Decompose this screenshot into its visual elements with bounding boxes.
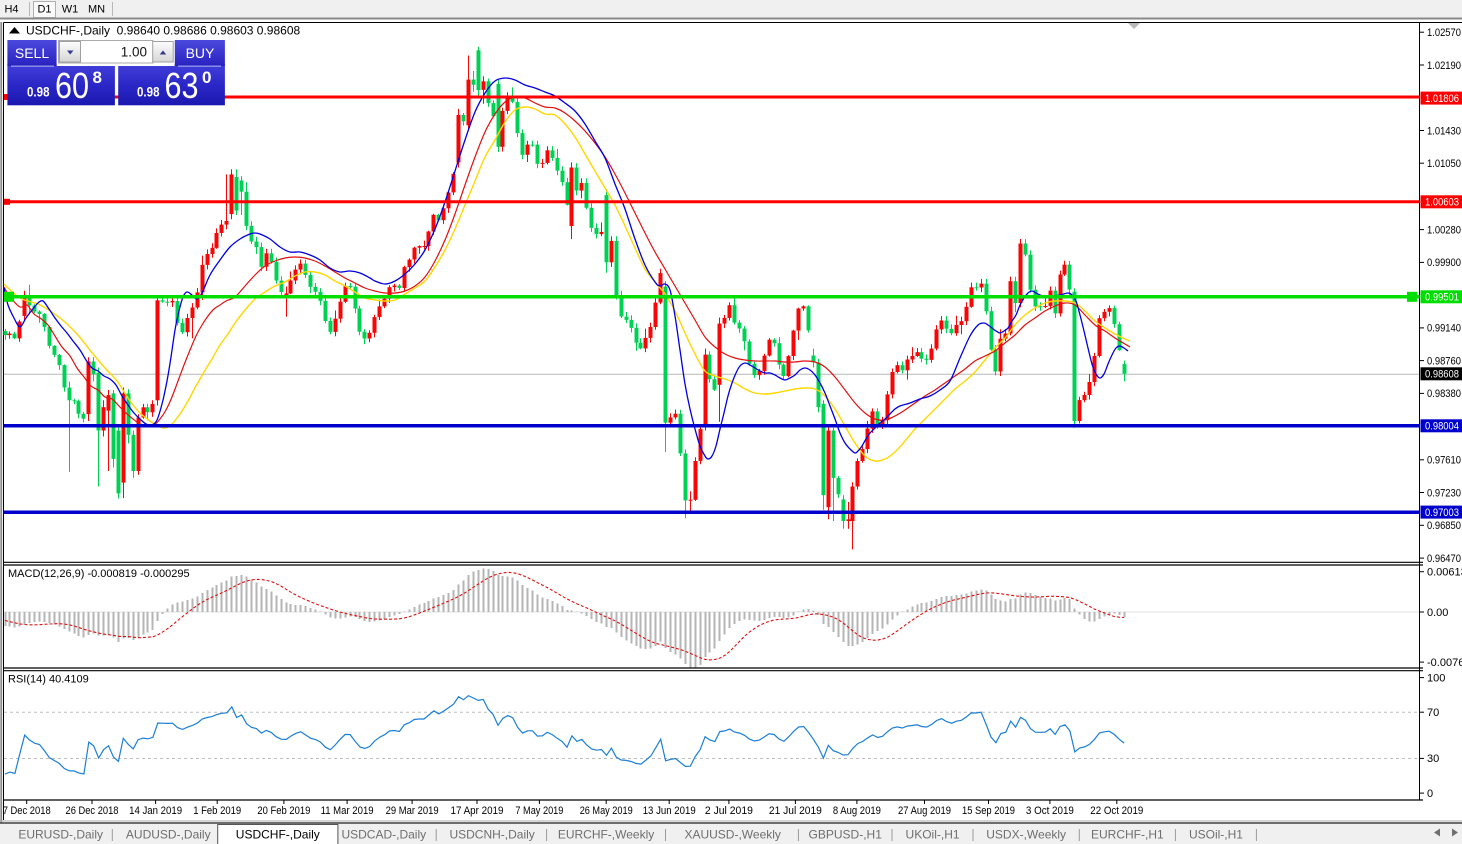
svg-text:EURUSD-,Daily: EURUSD-,Daily bbox=[18, 828, 103, 842]
svg-text:8: 8 bbox=[93, 68, 102, 87]
svg-text:1 Feb 2019: 1 Feb 2019 bbox=[193, 805, 241, 817]
svg-text:1.02570: 1.02570 bbox=[1427, 27, 1461, 39]
svg-text:20 Feb 2019: 20 Feb 2019 bbox=[257, 805, 310, 817]
svg-text:100: 100 bbox=[1427, 672, 1445, 684]
svg-text:0.98380: 0.98380 bbox=[1427, 388, 1461, 400]
svg-text:0.98004: 0.98004 bbox=[1425, 421, 1459, 433]
svg-text:USDX-,Weekly: USDX-,Weekly bbox=[986, 828, 1066, 842]
svg-text:1.01050: 1.01050 bbox=[1427, 158, 1461, 170]
svg-text:0.98760: 0.98760 bbox=[1427, 355, 1461, 367]
svg-text:MACD(12,26,9) -0.000819 -0.000: MACD(12,26,9) -0.000819 -0.000295 bbox=[8, 568, 190, 580]
svg-text:13 Jun 2019: 13 Jun 2019 bbox=[643, 805, 696, 817]
svg-text:GBPUSD-,H1: GBPUSD-,H1 bbox=[809, 828, 883, 842]
svg-text:1.01806: 1.01806 bbox=[1425, 93, 1459, 105]
svg-text:8 Aug 2019: 8 Aug 2019 bbox=[833, 805, 881, 817]
svg-text:0.97230: 0.97230 bbox=[1427, 487, 1461, 499]
svg-text:60: 60 bbox=[55, 65, 89, 106]
svg-text:26 May 2019: 26 May 2019 bbox=[580, 805, 633, 817]
svg-text:0: 0 bbox=[1427, 788, 1433, 800]
svg-text:29 Mar 2019: 29 Mar 2019 bbox=[386, 805, 439, 817]
svg-text:UKOil-,H1: UKOil-,H1 bbox=[906, 828, 960, 842]
svg-text:USDCHF-,Daily: USDCHF-,Daily bbox=[236, 828, 320, 842]
svg-text:14 Jan 2019: 14 Jan 2019 bbox=[129, 805, 182, 817]
svg-text:0.96470: 0.96470 bbox=[1427, 553, 1461, 565]
svg-text:AUDUSD-,Daily: AUDUSD-,Daily bbox=[126, 828, 211, 842]
svg-text:BUY: BUY bbox=[186, 45, 215, 61]
svg-text:SELL: SELL bbox=[15, 45, 49, 61]
svg-text:1.00603: 1.00603 bbox=[1425, 197, 1459, 209]
svg-text:EURCHF-,H1: EURCHF-,H1 bbox=[1091, 828, 1164, 842]
svg-text:0: 0 bbox=[202, 68, 211, 87]
svg-text:30: 30 bbox=[1427, 753, 1439, 765]
svg-text:63: 63 bbox=[165, 65, 199, 106]
svg-text:USDCAD-,Daily: USDCAD-,Daily bbox=[341, 828, 426, 842]
svg-text:1.00: 1.00 bbox=[121, 45, 147, 60]
svg-text:0.99900: 0.99900 bbox=[1427, 257, 1461, 269]
svg-text:H4: H4 bbox=[4, 4, 18, 16]
svg-text:RSI(14) 40.4109: RSI(14) 40.4109 bbox=[8, 674, 89, 686]
svg-text:7 Dec 2018: 7 Dec 2018 bbox=[3, 805, 51, 817]
svg-text:USDCHF-,Daily 0.98640 0.98686: USDCHF-,Daily 0.98640 0.98686 0.98603 0.… bbox=[26, 24, 301, 38]
svg-text:D1: D1 bbox=[37, 4, 51, 16]
svg-text:W1: W1 bbox=[62, 4, 79, 16]
svg-text:21 Jul 2019: 21 Jul 2019 bbox=[769, 805, 822, 817]
svg-text:22 Oct 2019: 22 Oct 2019 bbox=[1090, 805, 1143, 817]
svg-text:7 May 2019: 7 May 2019 bbox=[515, 805, 563, 817]
svg-text:MN: MN bbox=[88, 4, 105, 16]
svg-text:0.00: 0.00 bbox=[1427, 607, 1448, 619]
svg-text:1.01430: 1.01430 bbox=[1427, 125, 1461, 137]
svg-text:0.98: 0.98 bbox=[27, 84, 50, 100]
svg-text:-0.007612: -0.007612 bbox=[1427, 657, 1462, 669]
svg-text:USOil-,H1: USOil-,H1 bbox=[1189, 828, 1243, 842]
svg-text:17 Apr 2019: 17 Apr 2019 bbox=[451, 805, 504, 817]
svg-text:3 Oct 2019: 3 Oct 2019 bbox=[1026, 805, 1074, 817]
svg-text:0.98608: 0.98608 bbox=[1425, 369, 1459, 381]
svg-text:0.00613: 0.00613 bbox=[1427, 567, 1462, 579]
svg-text:0.98: 0.98 bbox=[137, 84, 160, 100]
svg-text:11 Mar 2019: 11 Mar 2019 bbox=[321, 805, 374, 817]
svg-text:1.02190: 1.02190 bbox=[1427, 60, 1461, 72]
svg-text:XAUUSD-,Weekly: XAUUSD-,Weekly bbox=[684, 828, 780, 842]
svg-text:2 Jul 2019: 2 Jul 2019 bbox=[705, 805, 753, 817]
svg-text:0.99501: 0.99501 bbox=[1425, 292, 1459, 304]
svg-text:0.99140: 0.99140 bbox=[1427, 323, 1461, 335]
svg-text:0.97610: 0.97610 bbox=[1427, 455, 1461, 467]
svg-text:0.97003: 0.97003 bbox=[1425, 507, 1459, 519]
svg-text:70: 70 bbox=[1427, 707, 1439, 719]
svg-text:0.96850: 0.96850 bbox=[1427, 520, 1461, 532]
svg-text:EURCHF-,Weekly: EURCHF-,Weekly bbox=[558, 828, 654, 842]
svg-text:27 Aug 2019: 27 Aug 2019 bbox=[898, 805, 951, 817]
svg-text:USDCNH-,Daily: USDCNH-,Daily bbox=[449, 828, 534, 842]
svg-text:15 Sep 2019: 15 Sep 2019 bbox=[962, 805, 1015, 817]
svg-text:26 Dec 2018: 26 Dec 2018 bbox=[66, 805, 119, 817]
svg-text:1.00280: 1.00280 bbox=[1427, 224, 1461, 236]
